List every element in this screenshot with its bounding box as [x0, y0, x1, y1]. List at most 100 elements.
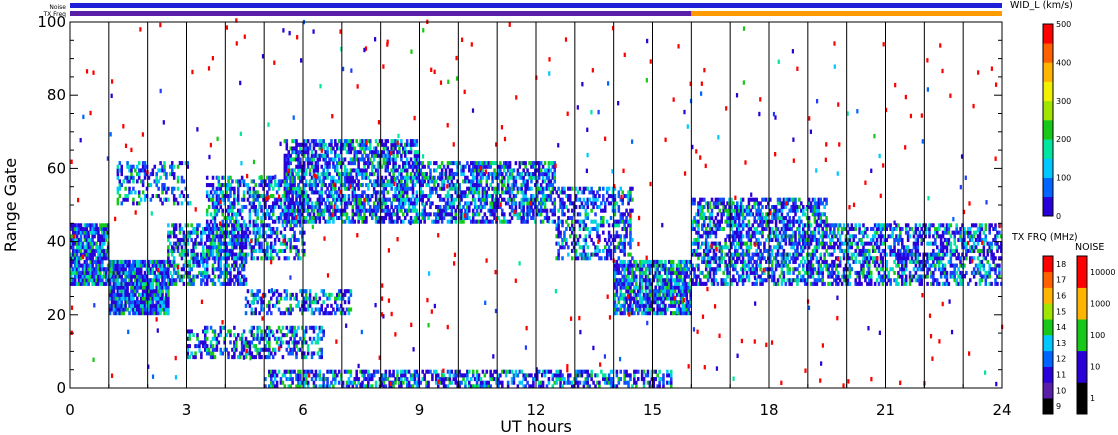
scatter-cell	[139, 197, 143, 202]
scatter-cell	[205, 274, 209, 279]
scatter-cell	[291, 179, 294, 184]
scatter-cell	[252, 179, 256, 184]
scatter-cell	[642, 303, 646, 308]
scatter-cell	[462, 194, 465, 199]
scatter-cell	[161, 164, 164, 169]
scatter-cell	[380, 175, 384, 180]
scatter-cell	[192, 274, 195, 279]
scatter-cell	[370, 208, 374, 213]
scatter-cell	[431, 201, 434, 206]
scatter-cell	[126, 259, 129, 264]
scatter-cell	[297, 303, 300, 308]
scatter-cell	[205, 248, 209, 253]
scatter-cell	[452, 186, 456, 191]
scatter-cell	[250, 179, 254, 184]
scatter-cell	[357, 183, 360, 188]
scatter-cell	[330, 292, 333, 297]
scatter-cell	[139, 292, 143, 297]
scatter-cell	[219, 245, 223, 250]
scatter-cell	[180, 190, 184, 195]
scatter-cell	[664, 307, 667, 312]
scatter-cell	[205, 219, 209, 224]
scatter-cell	[384, 183, 388, 188]
scatter-cell	[285, 256, 289, 261]
scatter-cell	[629, 197, 632, 202]
scatter-cell	[656, 281, 659, 286]
scatter-cell	[293, 344, 296, 349]
scatter-cell	[398, 194, 401, 199]
scatter-cell	[303, 201, 306, 206]
scatter-cell	[295, 333, 298, 338]
scatter-cell	[312, 219, 316, 224]
scatter-cell	[664, 259, 667, 264]
scatter-cell	[479, 179, 483, 184]
scatter-cell	[592, 190, 595, 195]
scatter-cell	[367, 183, 370, 188]
scatter-cell	[110, 303, 114, 308]
scatter-cell	[116, 300, 120, 305]
scatter-cell	[654, 270, 657, 275]
scatter-cell	[543, 161, 547, 166]
scatter-cell	[357, 161, 360, 166]
scatter-cell	[167, 278, 170, 283]
scatter-cell	[466, 215, 469, 221]
scatter-cell	[89, 263, 92, 268]
scatter-cell	[440, 172, 444, 177]
scatter-cell	[308, 157, 312, 162]
scatter-cell	[613, 237, 617, 242]
scatter-cell	[617, 300, 621, 305]
scatter-cell	[332, 157, 335, 162]
scatter-cell	[450, 161, 454, 166]
scatter-cell	[128, 190, 131, 195]
scatter-cell	[136, 296, 139, 301]
scatter-cell	[351, 186, 355, 191]
scatter-cell	[291, 157, 294, 162]
scatter-cell	[143, 303, 147, 308]
scatter-cell	[574, 197, 578, 202]
scatter-cell	[489, 205, 492, 210]
scatter-cell	[178, 237, 182, 242]
scatter-cell	[619, 212, 623, 217]
scatter-cell	[440, 212, 444, 217]
scatter-cell	[419, 161, 423, 166]
scatter-cell	[252, 205, 256, 210]
scatter-cell	[225, 215, 228, 221]
scatter-cell	[225, 241, 228, 246]
scatter-cell	[258, 226, 261, 232]
scatter-cell	[336, 161, 339, 166]
scatter-cell	[104, 256, 108, 261]
scatter-cell	[103, 226, 106, 232]
scatter-cell	[495, 175, 498, 180]
scatter-cell	[318, 142, 322, 147]
scatter-cell	[120, 259, 124, 264]
scatter-cell	[217, 263, 221, 268]
scatter-cell	[324, 183, 327, 188]
scatter-cell	[81, 226, 85, 232]
scatter-cell	[405, 150, 409, 155]
scatter-cell	[215, 267, 219, 272]
scatter-cell	[491, 205, 494, 210]
scatter-cell	[217, 274, 221, 279]
scatter-cell	[215, 344, 219, 349]
scatter-cell	[394, 139, 397, 144]
scatter-cell	[452, 183, 456, 188]
scatter-cell	[211, 270, 215, 275]
scatter-cell	[633, 270, 636, 275]
scatter-cell	[163, 296, 166, 301]
scatter-cell	[471, 183, 475, 188]
scatter-cell	[203, 340, 207, 345]
scatter-cell	[673, 300, 677, 305]
scatter-cell	[209, 241, 213, 246]
scatter-cell	[561, 201, 564, 206]
scatter-cell	[89, 256, 92, 261]
scatter-cell	[314, 164, 318, 169]
scatter-cell	[75, 270, 79, 275]
scatter-cell	[419, 212, 423, 217]
scatter-cell	[594, 212, 597, 217]
scatter-cell	[582, 245, 586, 250]
scatter-cell	[619, 281, 623, 286]
scatter-cell	[260, 256, 263, 261]
scatter-cell	[174, 234, 178, 239]
scatter-cell	[312, 329, 316, 334]
scatter-cell	[567, 208, 570, 213]
